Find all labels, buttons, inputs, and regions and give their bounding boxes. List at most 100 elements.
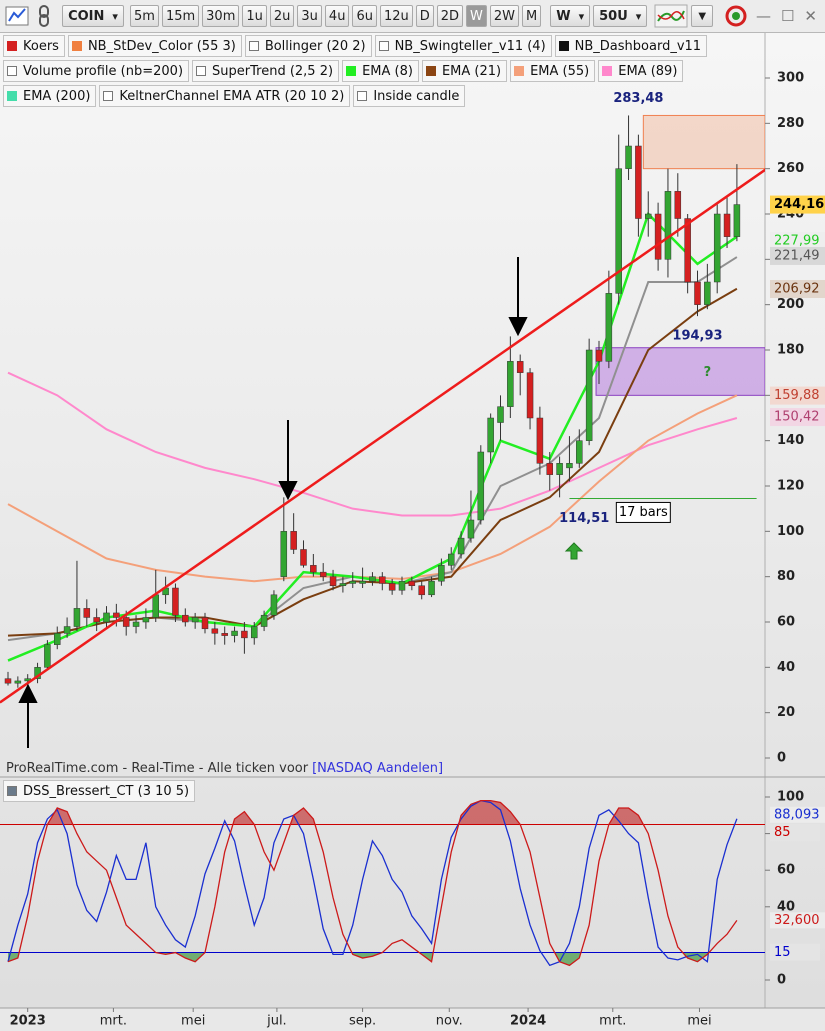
interval-button[interactable]: W: [466, 5, 487, 27]
y-tick-label: 300: [777, 71, 804, 86]
price-annotation: 283,48: [613, 91, 663, 106]
candle-body: [507, 361, 514, 407]
y-tick-label: 80: [777, 569, 795, 584]
maximize-button[interactable]: ☐: [780, 7, 795, 25]
interval-button[interactable]: 2u: [269, 5, 295, 27]
interval-button[interactable]: 3u: [297, 5, 322, 27]
window-controls: — ☐ ✕: [756, 7, 825, 25]
legend-item[interactable]: Volume profile (nb=200): [3, 60, 190, 82]
candle-body: [63, 626, 71, 634]
candle-body: [4, 678, 12, 684]
legend-item[interactable]: Bollinger (20 2): [244, 35, 372, 57]
refresh-icon[interactable]: [722, 3, 750, 29]
x-tick-label: nov.: [436, 1014, 463, 1029]
candle-body: [448, 553, 455, 566]
y-tick-label: 60: [777, 863, 795, 878]
interval-button[interactable]: M: [522, 5, 542, 27]
candle-body: [191, 617, 199, 623]
indicator-icon[interactable]: [654, 3, 688, 29]
level-label-box: [770, 824, 820, 842]
price-label-box: [770, 386, 825, 405]
candle-body: [664, 191, 672, 260]
legend-item[interactable]: NB_Dashboard_v11: [554, 35, 708, 57]
minimize-button[interactable]: —: [755, 7, 771, 25]
candle-body: [73, 608, 81, 627]
interval-button[interactable]: 4u: [324, 5, 350, 27]
y-tick-label: 0: [777, 973, 786, 988]
candle-body: [576, 440, 583, 464]
legend-item[interactable]: Koers: [3, 35, 65, 57]
last-value-label: 32,600: [774, 913, 820, 928]
legend-swatch: [558, 41, 569, 51]
legend-item[interactable]: SuperTrend (2,5 2): [192, 60, 340, 82]
legend-swatch: [7, 786, 17, 796]
y-tick-label: 140: [777, 433, 804, 448]
candle-body: [319, 571, 327, 577]
legend-item[interactable]: EMA (55): [510, 60, 596, 82]
legend-item[interactable]: NB_StDev_Color (55 3): [67, 35, 242, 57]
candle-body: [428, 580, 435, 596]
candle-body: [211, 628, 219, 634]
exchange-link[interactable]: [NASDAQ Aandelen]: [312, 761, 444, 776]
ema-line: [7, 211, 738, 662]
legend-item[interactable]: KeltnerChannel EMA ATR (20 10 2): [99, 85, 351, 107]
legend-label: EMA (200): [23, 88, 91, 104]
legend-item[interactable]: EMA (8): [342, 60, 419, 82]
candle-body: [467, 519, 475, 539]
candle-body: [339, 583, 347, 586]
price-label: 227,99: [774, 234, 820, 249]
legend-item[interactable]: NB_Swingteller_v11 (4): [374, 35, 552, 57]
price-label: 206,92: [774, 281, 820, 296]
legend-swatch: [378, 41, 389, 51]
interval-button[interactable]: 6u: [352, 5, 377, 27]
candle-body: [300, 549, 307, 566]
legend-item[interactable]: EMA (200): [3, 85, 97, 107]
interval-button[interactable]: 5m: [130, 5, 159, 27]
interval-button[interactable]: 12u: [379, 5, 413, 27]
legend-item[interactable]: Inside candle: [353, 85, 466, 107]
chart-icon[interactable]: [4, 3, 30, 29]
candle-body: [645, 213, 652, 219]
y-tick-label: 120: [777, 479, 804, 494]
candle-body: [231, 630, 238, 636]
interval-button[interactable]: D: [415, 5, 434, 27]
y-tick-label: 260: [777, 161, 804, 176]
interval-button[interactable]: 15m: [161, 5, 200, 27]
link-icon[interactable]: [33, 3, 59, 29]
candle-body: [487, 417, 494, 453]
candle-body: [635, 145, 642, 219]
candle-body: [674, 191, 682, 219]
units-select[interactable]: 50U: [593, 5, 648, 27]
more-menu[interactable]: ▼: [691, 5, 714, 27]
close-button[interactable]: ✕: [804, 7, 817, 25]
legend-swatch: [346, 66, 357, 76]
interval-button[interactable]: 2W: [489, 5, 520, 27]
symbol-select[interactable]: COIN: [62, 5, 124, 27]
legend-item[interactable]: EMA (89): [598, 60, 684, 82]
candle-body: [615, 168, 622, 294]
interval-button[interactable]: 30m: [202, 5, 240, 27]
y-tick-label: 180: [777, 343, 804, 358]
price-plot: [0, 114, 765, 704]
period-select[interactable]: W: [550, 5, 591, 27]
legend-item[interactable]: DSS_Bressert_CT (3 10 5): [3, 780, 196, 802]
candle-body: [113, 612, 120, 618]
candle-body: [83, 608, 91, 618]
legend-swatch: [602, 66, 613, 76]
candle-body: [704, 281, 711, 305]
legend-label: Inside candle: [373, 88, 460, 104]
legend-label: EMA (21): [441, 63, 502, 79]
candle-body: [438, 565, 445, 582]
candle-body: [733, 204, 741, 237]
interval-button[interactable]: 1u: [242, 5, 267, 27]
interval-button[interactable]: 2D: [436, 5, 464, 27]
y-tick-label: 100: [777, 524, 804, 539]
candle-body: [260, 614, 268, 627]
legend-swatch: [425, 66, 436, 76]
x-tick-label: 2024: [510, 1014, 546, 1029]
price-label-box: [770, 279, 825, 298]
legend-item[interactable]: EMA (21): [421, 60, 508, 82]
y-tick-label: 40: [777, 660, 795, 675]
